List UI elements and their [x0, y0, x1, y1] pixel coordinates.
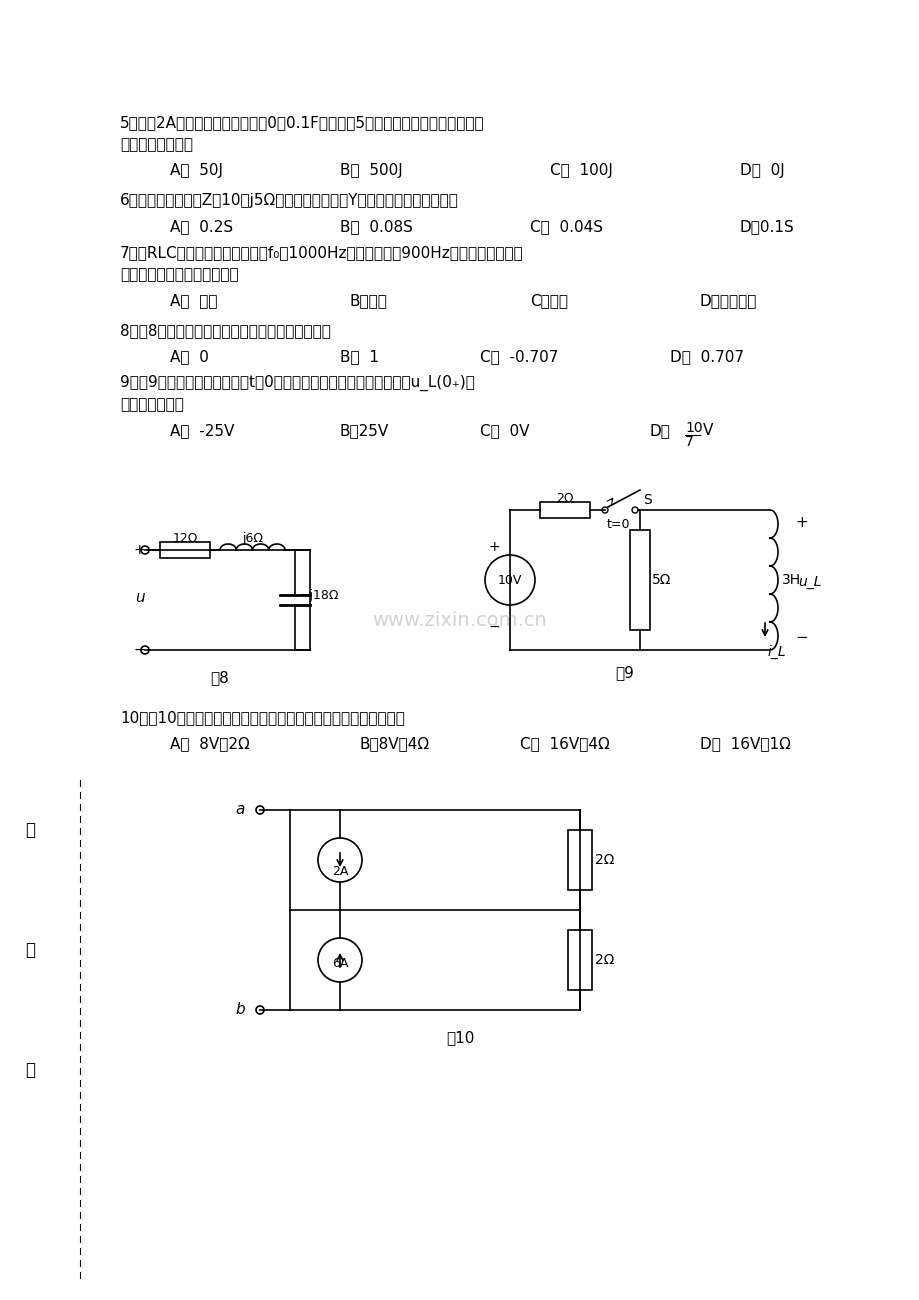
Text: 为＿＿＿＿＿＿。: 为＿＿＿＿＿＿。 [119, 136, 193, 152]
Bar [630, 530, 650, 630]
Text: u_L: u_L [797, 575, 821, 589]
Text: A）  8V、2Ω: A） 8V、2Ω [170, 736, 249, 751]
Text: 10V: 10V [497, 573, 522, 586]
Text: V: V [702, 422, 712, 438]
Text: −: − [488, 620, 499, 634]
Text: C）容性: C）容性 [529, 292, 567, 308]
Text: 5、一个2A的电流源对初始储能为0的0.1F电容充电5秒钟后，则该电容获得的能量: 5、一个2A的电流源对初始储能为0的0.1F电容充电5秒钟后，则该电容获得的能量 [119, 114, 484, 130]
Text: 图8: 图8 [210, 670, 229, 685]
Text: 线: 线 [25, 1061, 35, 1079]
Text: +: + [134, 543, 145, 556]
Text: a: a [235, 802, 244, 818]
Text: C）  100J: C） 100J [550, 162, 612, 178]
Text: D）: D） [650, 422, 670, 438]
Text: 6、某电路的阻抗为Z＝10＋j5Ω，则该电路的导纳Y的实部为＿＿＿＿＿＿。: 6、某电路的阻抗为Z＝10＋j5Ω，则该电路的导纳Y的实部为＿＿＿＿＿＿。 [119, 192, 459, 208]
Bar [539, 502, 589, 517]
Text: 7: 7 [685, 436, 693, 448]
Text: B）8V、4Ω: B）8V、4Ω [359, 736, 430, 751]
Text: 8、图8所示二端网络的功率因数为＿＿＿＿＿＿。: 8、图8所示二端网络的功率因数为＿＿＿＿＿＿。 [119, 322, 331, 338]
Text: 图10: 图10 [446, 1030, 473, 1045]
Text: C）  16V、4Ω: C） 16V、4Ω [519, 736, 609, 751]
Text: D）0.1S: D）0.1S [739, 218, 794, 234]
Text: 装: 装 [25, 822, 35, 838]
Text: u: u [135, 590, 144, 605]
Text: C）  0.04S: C） 0.04S [529, 218, 602, 234]
Text: 10、图10所示二端网络的戴维南等效支路的参数为＿＿＿＿＿＿。: 10、图10所示二端网络的戴维南等效支路的参数为＿＿＿＿＿＿。 [119, 710, 404, 725]
Text: 图9: 图9 [615, 666, 634, 680]
Text: B）  500J: B） 500J [340, 162, 403, 178]
Text: A）  0: A） 0 [170, 348, 209, 364]
Bar [160, 542, 210, 558]
Text: B）  1: B） 1 [340, 348, 379, 364]
Text: ＿＿＿＿＿＿。: ＿＿＿＿＿＿。 [119, 396, 184, 412]
Text: A）  50J: A） 50J [170, 162, 222, 178]
Text: 5Ω: 5Ω [652, 573, 671, 588]
Text: +: + [488, 540, 499, 554]
Text: i_L: i_L [767, 645, 786, 659]
Text: D）  0.707: D） 0.707 [669, 348, 743, 364]
Text: 2Ω: 2Ω [556, 491, 573, 504]
Text: C）  -0.707: C） -0.707 [480, 348, 558, 364]
Text: j6Ω: j6Ω [242, 532, 263, 545]
Text: A）  0.2S: A） 0.2S [170, 218, 233, 234]
Text: 订: 订 [25, 941, 35, 959]
Text: 3H: 3H [781, 573, 800, 588]
Text: 2Ω: 2Ω [595, 853, 614, 867]
Text: D）  16V、1Ω: D） 16V、1Ω [699, 736, 790, 751]
Text: 时，该电路呈＿＿＿＿＿＿。: 时，该电路呈＿＿＿＿＿＿。 [119, 266, 238, 282]
Text: t=0: t=0 [607, 517, 630, 530]
Text: D）  0J: D） 0J [739, 162, 784, 178]
Bar [567, 930, 591, 991]
Text: D）不能确定: D）不能确定 [699, 292, 756, 308]
Text: 6A: 6A [332, 957, 347, 970]
Text: 7、若RLC串联电路的谐振频率为f₀＝1000Hz，则当频率为900Hz的正弦电压源激励: 7、若RLC串联电路的谐振频率为f₀＝1000Hz，则当频率为900Hz的正弦电… [119, 244, 523, 260]
Text: 12Ω: 12Ω [172, 532, 198, 545]
Text: 2A: 2A [332, 864, 347, 878]
Text: S: S [642, 493, 651, 507]
Text: 10: 10 [685, 421, 702, 436]
Text: www.zixin.com.cn: www.zixin.com.cn [372, 611, 547, 629]
Text: C）  0V: C） 0V [480, 422, 529, 438]
Text: B）25V: B）25V [340, 422, 389, 438]
Text: 9、图9所示电路已处于稳态，t＝0时开关打开，则电感电压的初始值u_L(0₊)为: 9、图9所示电路已处于稳态，t＝0时开关打开，则电感电压的初始值u_L(0₊)为 [119, 374, 474, 391]
Text: A）  阻性: A） 阻性 [170, 292, 217, 308]
Text: b: b [235, 1002, 244, 1018]
Bar [567, 829, 591, 890]
Text: +: + [794, 515, 807, 530]
Text: B）感性: B）感性 [349, 292, 388, 308]
Text: −: − [794, 630, 807, 645]
Text: B）  0.08S: B） 0.08S [340, 218, 413, 234]
Text: 2Ω: 2Ω [595, 953, 614, 967]
Text: −: − [134, 644, 145, 656]
Text: −j18Ω: −j18Ω [300, 589, 339, 602]
Text: A）  -25V: A） -25V [170, 422, 234, 438]
